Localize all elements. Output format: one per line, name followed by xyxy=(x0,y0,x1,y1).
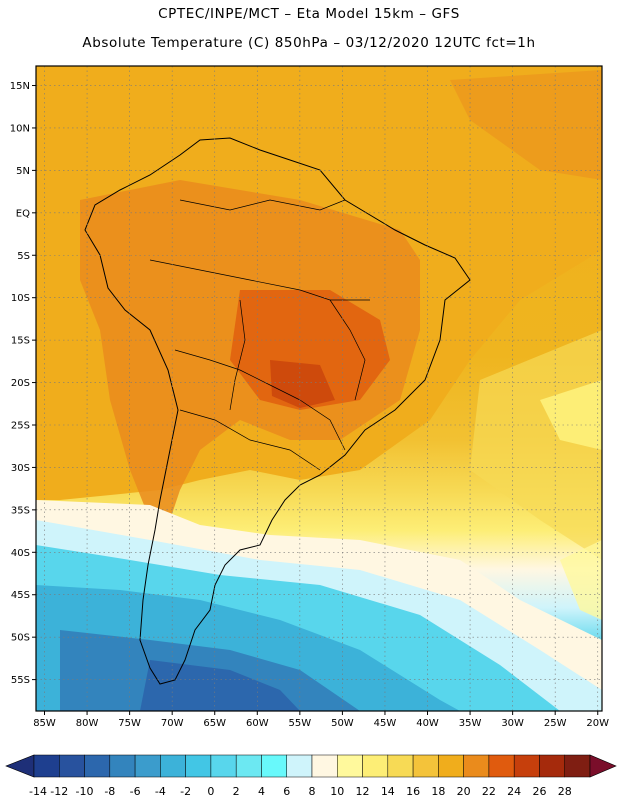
colorbar-swatch xyxy=(261,754,287,778)
colorbar-label: 6 xyxy=(283,785,290,798)
longitude-axis: 85W 80W 75W 70W 65W 60W 55W 50W 45W 40W 35W 30W 25W 2… xyxy=(33,711,609,729)
colorbar-label: 4 xyxy=(258,785,265,798)
colorbar-label: -4 xyxy=(155,785,166,798)
country-borders xyxy=(149,199,370,471)
lat-tick-label: 15S xyxy=(11,336,30,347)
lat-tick-label: 45S xyxy=(11,590,30,601)
coastline xyxy=(84,137,471,685)
colorbar-label: 24 xyxy=(507,785,521,798)
lat-tick-label: 10S xyxy=(11,293,30,304)
colorbar-swatch xyxy=(564,754,591,778)
colorbar-label: -10 xyxy=(76,785,94,798)
lat-tick-label: 15N xyxy=(10,81,30,92)
lat-tick-label: 35S xyxy=(11,505,30,516)
lat-tick-label: 5N xyxy=(16,166,30,177)
title-line-2: Absolute Temperature (C) 850hPa – 03/12/… xyxy=(82,35,536,51)
colorbar-swatch xyxy=(337,754,363,778)
temperature-field xyxy=(36,66,602,711)
colorbar-swatch xyxy=(210,754,237,778)
colorbar-swatch xyxy=(539,754,565,778)
lon-tick-label: 45W xyxy=(374,718,397,729)
lat-tick-label: 30S xyxy=(11,463,30,474)
colorbar: -14 -12 -10 -8 -6 -4 -2 0 2 4 6 8 10 12 14 16 18 20 22 24 26… xyxy=(5,754,617,798)
colorbar-label: 20 xyxy=(457,785,471,798)
map-frame xyxy=(35,65,603,712)
lon-tick-label: 25W xyxy=(544,718,567,729)
colorbar-swatch xyxy=(235,754,262,778)
colorbar-label: 12 xyxy=(356,785,370,798)
lat-tick-label: 10N xyxy=(10,123,30,134)
colorbar-swatch xyxy=(160,754,186,778)
colorbar-over-arrow xyxy=(589,754,617,778)
colorbar-label: -14 xyxy=(29,785,47,798)
lon-tick-label: 65W xyxy=(203,718,226,729)
colorbar-label: 2 xyxy=(233,785,240,798)
colorbar-swatch xyxy=(134,754,161,778)
colorbar-swatch xyxy=(185,754,212,778)
lon-tick-label: 30W xyxy=(501,718,524,729)
lon-tick-label: 75W xyxy=(118,718,141,729)
lat-tick-label: 20S xyxy=(11,378,30,389)
lat-tick-label: 5S xyxy=(17,251,30,262)
colorbar-label: 8 xyxy=(309,785,316,798)
colorbar-label: 28 xyxy=(558,785,572,798)
lat-tick-label: 40S xyxy=(11,548,30,559)
colorbar-swatch xyxy=(513,754,540,778)
colorbar-label: 16 xyxy=(406,785,420,798)
latitude-axis: 15N 10N 5N EQ 5S 10S 15S 20S 25S 30S 35S 40S 45S 50S 5… xyxy=(10,81,36,686)
lat-tick-label: EQ xyxy=(16,208,30,219)
lon-tick-label: 20W xyxy=(586,718,609,729)
colorbar-under-arrow xyxy=(5,754,35,778)
colorbar-swatch xyxy=(488,754,515,778)
colorbar-label: 22 xyxy=(482,785,496,798)
colorbar-swatch xyxy=(362,754,389,778)
colorbar-label: 14 xyxy=(381,785,395,798)
colorbar-label: 26 xyxy=(532,785,546,798)
colorbar-label: -8 xyxy=(104,785,115,798)
colorbar-swatch xyxy=(59,754,85,778)
title-line-1: CPTEC/INPE/MCT – Eta Model 15km – GFS xyxy=(158,6,460,22)
lon-tick-label: 85W xyxy=(33,718,56,729)
lon-tick-label: 70W xyxy=(161,718,184,729)
colorbar-swatch xyxy=(438,754,464,778)
lon-tick-label: 80W xyxy=(76,718,99,729)
lon-tick-label: 50W xyxy=(331,718,354,729)
colorbar-swatch xyxy=(84,754,111,778)
lat-tick-label: 55S xyxy=(11,675,30,686)
lon-tick-label: 60W xyxy=(246,718,269,729)
lon-tick-label: 55W xyxy=(289,718,312,729)
lon-tick-label: 35W xyxy=(459,718,482,729)
colorbar-swatch xyxy=(463,754,490,778)
colorbar-swatch xyxy=(33,754,60,778)
colorbar-label: -2 xyxy=(180,785,191,798)
colorbar-label: -12 xyxy=(50,785,68,798)
colorbar-label: -6 xyxy=(130,785,141,798)
colorbar-label: 10 xyxy=(330,785,344,798)
colorbar-label: 0 xyxy=(207,785,214,798)
colorbar-swatch xyxy=(387,754,414,778)
colorbar-label: 18 xyxy=(431,785,445,798)
colorbar-swatch xyxy=(286,754,313,778)
lon-tick-label: 40W xyxy=(416,718,439,729)
colorbar-swatch xyxy=(412,754,439,778)
colorbar-swatch xyxy=(311,754,338,778)
colorbar-swatch xyxy=(109,754,136,778)
lat-tick-label: 25S xyxy=(11,420,30,431)
lat-tick-label: 50S xyxy=(11,633,30,644)
